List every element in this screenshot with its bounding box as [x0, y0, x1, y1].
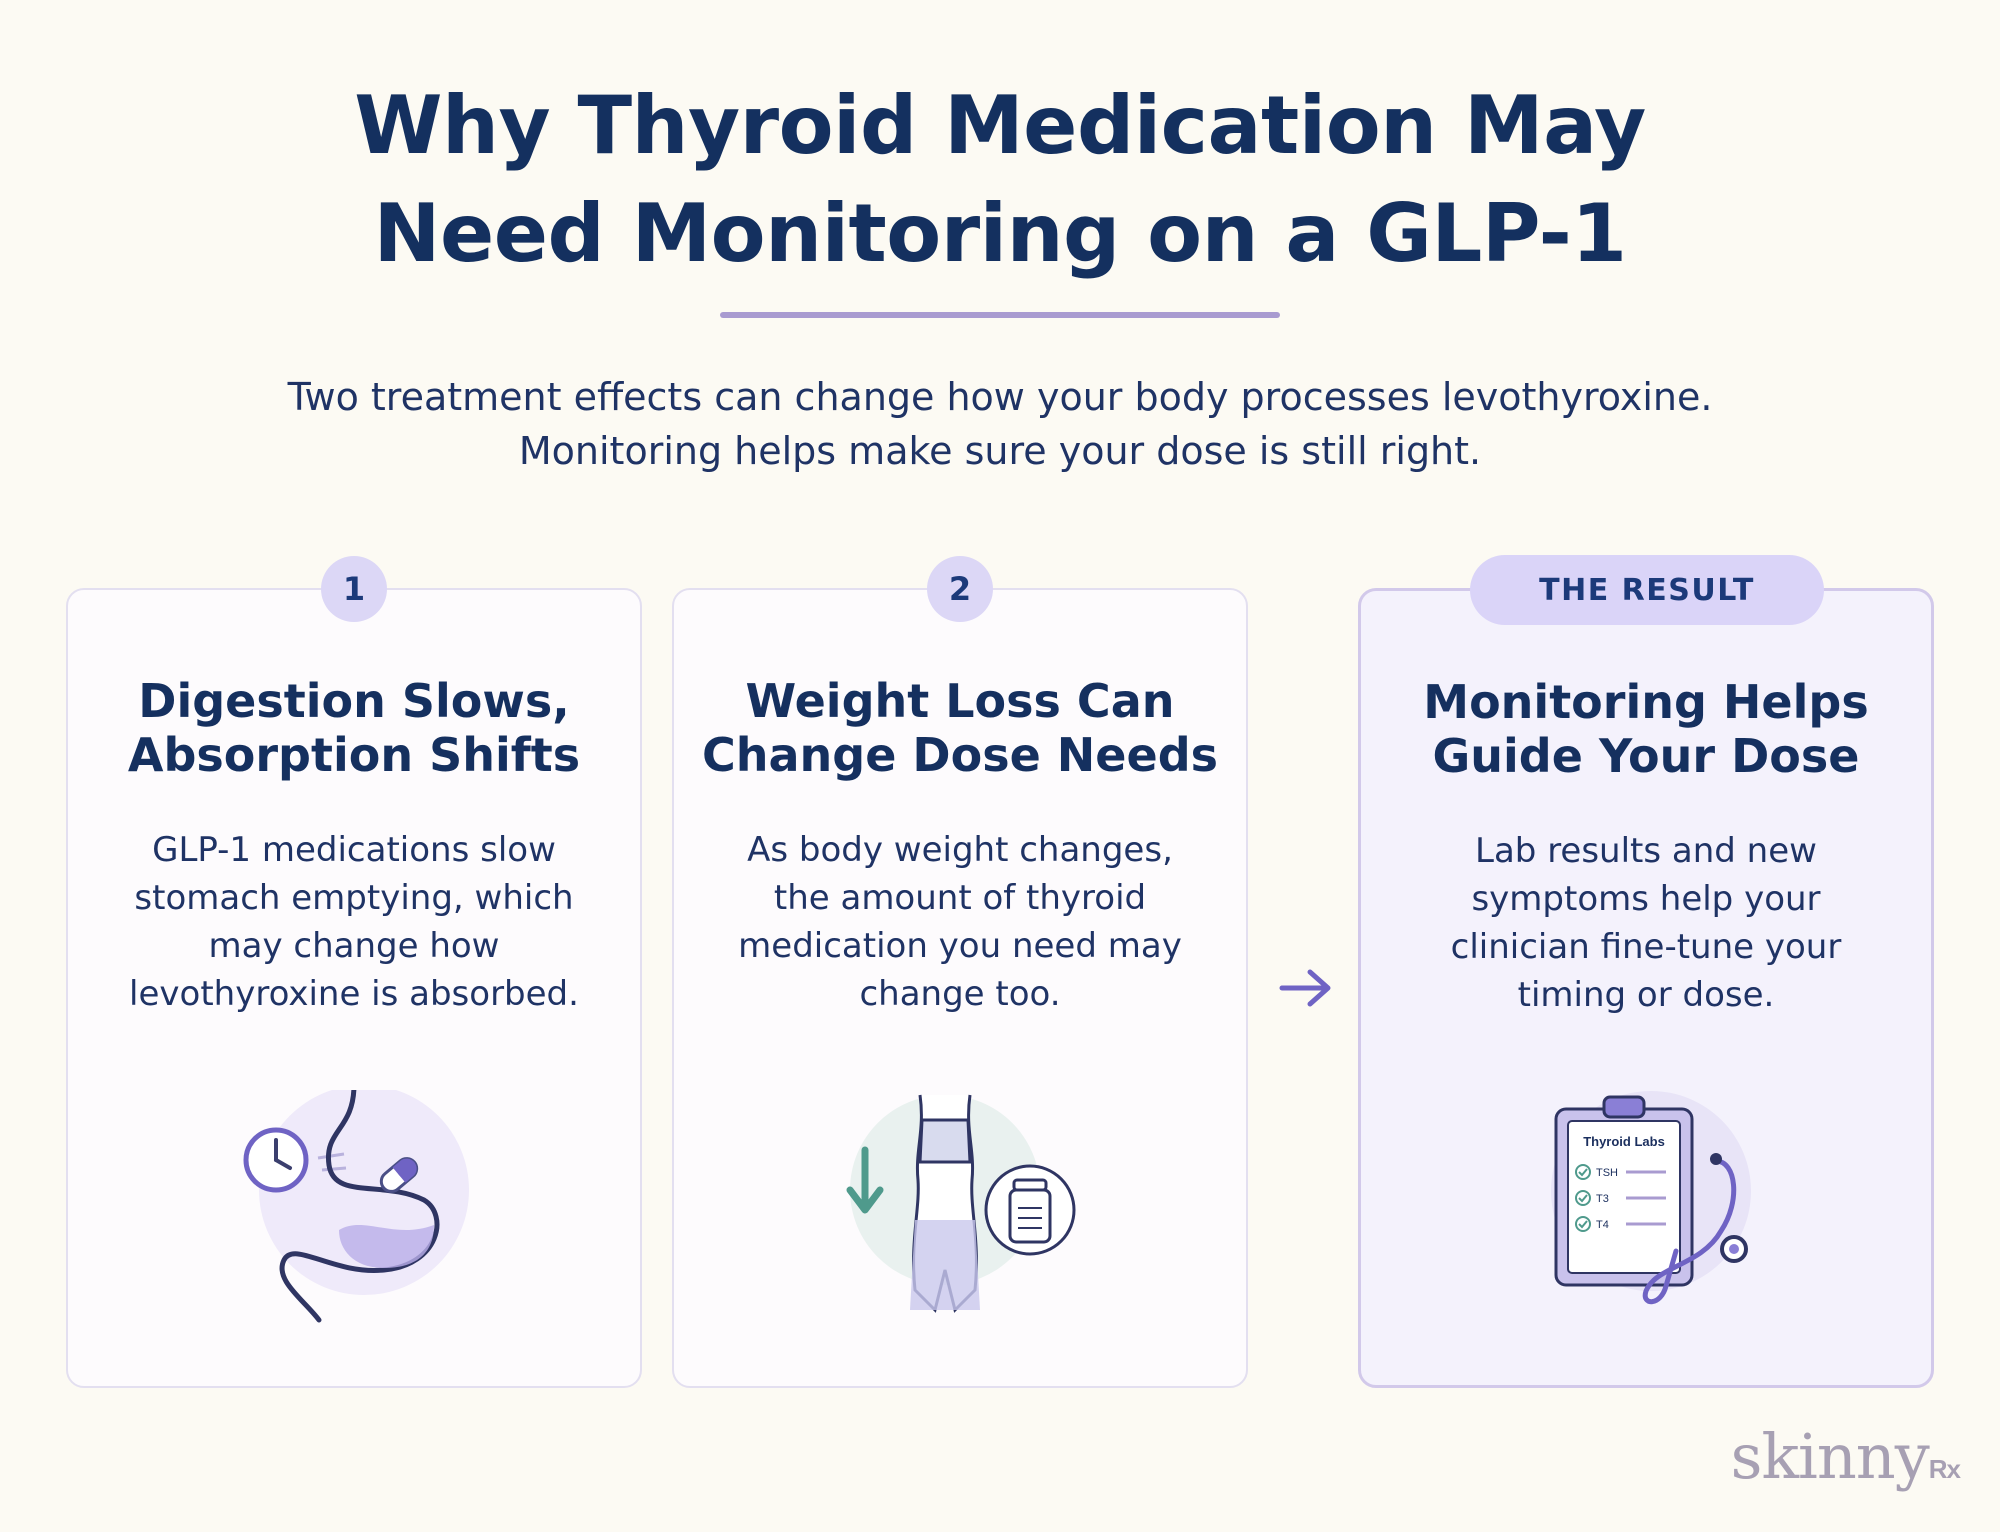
card-body-line: change too. [859, 974, 1061, 1014]
lab-item-row: T3 [1575, 1190, 1666, 1206]
card-title-line: Digestion Slows, [138, 674, 570, 728]
lab-item-label: T4 [1596, 1219, 1609, 1231]
card-body-line: the amount of thyroid [773, 878, 1147, 918]
intro-line-1: Two treatment effects can change how you… [287, 375, 1713, 419]
card-body: As body weight changes, the amount of th… [674, 826, 1246, 1018]
brand-logo: skinnyRx [1730, 1420, 1961, 1493]
lab-item-label: T3 [1596, 1193, 1609, 1205]
card-title-line: Guide Your Dose [1432, 729, 1860, 783]
lab-item-row: T4 [1575, 1216, 1666, 1232]
card-body-line: medication you need may [738, 926, 1182, 966]
page-title-line-1: Why Thyroid Medication May [354, 79, 1646, 172]
card-title-line: Monitoring Helps [1423, 675, 1869, 729]
clipboard-stethoscope-icon: Thyroid Labs TSH T3 T4 [1551, 1091, 1751, 1305]
intro-line-2: Monitoring helps make sure your dose is … [518, 429, 1482, 473]
step-badge-1: 1 [321, 556, 387, 622]
card-body-line: GLP-1 medications slow [152, 830, 556, 870]
card-body-line: may change how [208, 926, 500, 966]
card-title: Weight Loss Can Change Dose Needs [674, 674, 1246, 782]
card-body: GLP-1 medications slow stomach emptying,… [68, 826, 640, 1018]
step-badge-2: 2 [927, 556, 993, 622]
card-body-line: levothyroxine is absorbed. [129, 974, 579, 1014]
card-body-line: As body weight changes, [747, 830, 1173, 870]
lab-item-row: TSH [1575, 1164, 1666, 1180]
result-badge: THE RESULT [1470, 555, 1824, 625]
page-title-line-2: Need Monitoring on a GLP-1 [373, 187, 1627, 280]
card-weight-loss: Weight Loss Can Change Dose Needs As bod… [672, 588, 1248, 1388]
card-title: Monitoring Helps Guide Your Dose [1361, 675, 1931, 783]
card-body-line: timing or dose. [1517, 975, 1775, 1015]
arrow-right-icon [1279, 969, 1331, 1007]
lab-item-label: TSH [1596, 1167, 1618, 1179]
card-digestion: Digestion Slows, Absorption Shifts GLP-1… [66, 588, 642, 1388]
card-body-line: stomach emptying, which [134, 878, 574, 918]
card-title-line: Change Dose Needs [701, 728, 1219, 782]
card-title-line: Absorption Shifts [127, 728, 581, 782]
card-body-line: symptoms help your [1471, 879, 1821, 919]
logo-suffix: Rx [1928, 1454, 1961, 1484]
card-title-line: Weight Loss Can [745, 674, 1175, 728]
card-body-line: Lab results and new [1475, 831, 1817, 871]
page-title: Why Thyroid Medication May Need Monitori… [0, 72, 2000, 288]
card-body-line: clinician fine-tune your [1450, 927, 1842, 967]
title-divider [720, 312, 1280, 318]
clipboard-heading: Thyroid Labs [1583, 1134, 1665, 1149]
body-weight-bottle-icon [846, 1094, 1076, 1313]
card-body: Lab results and new symptoms help your c… [1361, 827, 1931, 1019]
card-title: Digestion Slows, Absorption Shifts [68, 674, 640, 782]
logo-text: skinny [1730, 1420, 1930, 1493]
intro-text: Two treatment effects can change how you… [0, 370, 2000, 478]
card-result: Monitoring Helps Guide Your Dose Lab res… [1358, 588, 1934, 1388]
stomach-clock-pill-icon [243, 1090, 469, 1323]
